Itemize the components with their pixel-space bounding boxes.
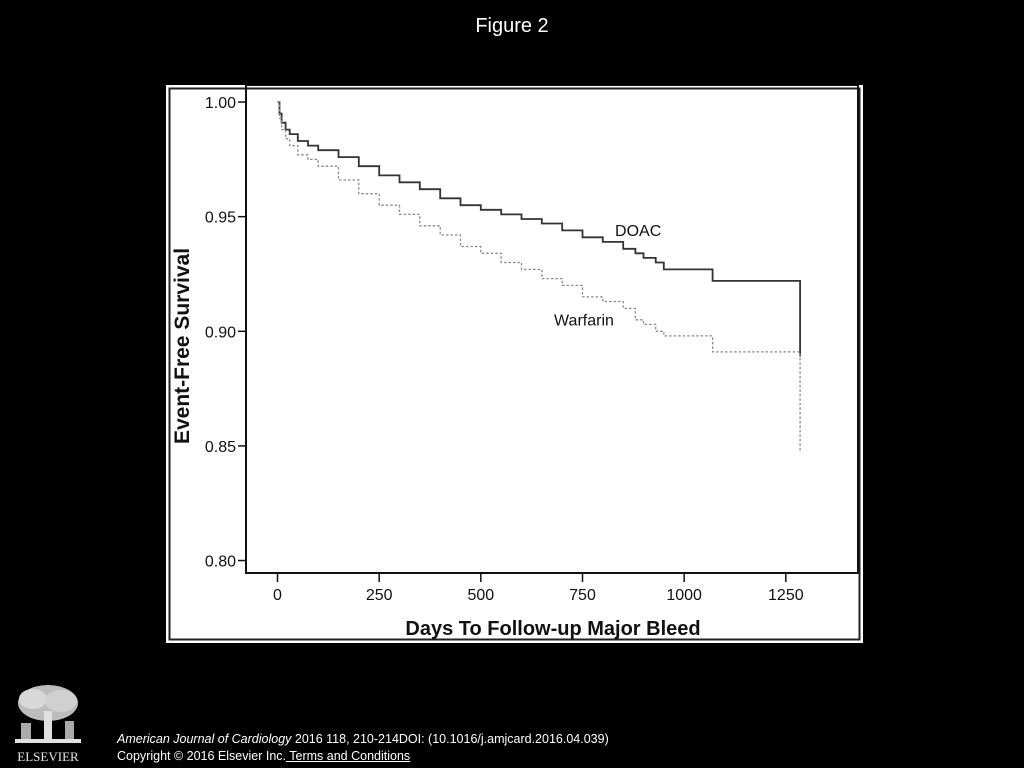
journal-name: American Journal of Cardiology	[117, 732, 291, 746]
x-axis: 0 250 500 750 1000 1250	[273, 573, 804, 604]
copyright-line: Copyright © 2016 Elsevier Inc. Terms and…	[117, 748, 609, 765]
copyright-text: Copyright © 2016 Elsevier Inc.	[117, 749, 286, 763]
y-axis-title: Event-Free Survival	[171, 248, 194, 444]
survival-chart: 0.800.850.900.951.00 0 250 500 750 1000 1250 …	[166, 85, 863, 643]
series-lines	[278, 102, 801, 453]
figure-panel: 0.80 0.85 0.90 0.95 1.00 0 250 500 750 1000 1250 …	[166, 85, 863, 643]
annotation-warfarin: Warfarin	[554, 313, 614, 330]
x-tick-label: 0	[273, 587, 282, 604]
x-axis-title: Days To Follow-up Major Bleed	[405, 618, 700, 640]
x-tick-label: 250	[366, 587, 393, 604]
citation-details: 2016 118, 210-214DOI: (10.1016/j.amjcard…	[291, 732, 608, 746]
terms-and-conditions-link[interactable]: Terms and Conditions	[286, 749, 410, 763]
x-tick-label: 1250	[768, 587, 804, 604]
chart-outer-border	[170, 89, 860, 640]
series-annotations: DOAC Warfarin	[554, 223, 661, 329]
annotation-doac: DOAC	[615, 223, 661, 240]
y-tick-label: 0.80	[205, 554, 236, 571]
y-tick-label: 0.85	[205, 439, 236, 456]
x-tick-label: 500	[467, 587, 494, 604]
y-tick-label: 1.00	[205, 95, 236, 112]
tree-icon	[15, 685, 81, 743]
x-tick-label: 750	[569, 587, 596, 604]
plot-area-frame	[246, 85, 858, 573]
y-tick-label: 0.90	[205, 324, 236, 341]
elsevier-logo: ELSEVIER	[9, 681, 87, 765]
y-tick-label: 0.95	[205, 210, 236, 227]
elsevier-wordmark: ELSEVIER	[17, 749, 79, 764]
series-line-doac	[278, 102, 801, 357]
x-tick-label: 1000	[666, 587, 702, 604]
y-axis: 0.80 0.85 0.90 0.95 1.00	[205, 95, 246, 570]
citation-line: American Journal of Cardiology 2016 118,…	[117, 731, 609, 748]
citation-block: American Journal of Cardiology 2016 118,…	[117, 731, 609, 765]
series-line-warfarin	[278, 102, 801, 453]
slide-title: Figure 2	[0, 15, 1024, 38]
